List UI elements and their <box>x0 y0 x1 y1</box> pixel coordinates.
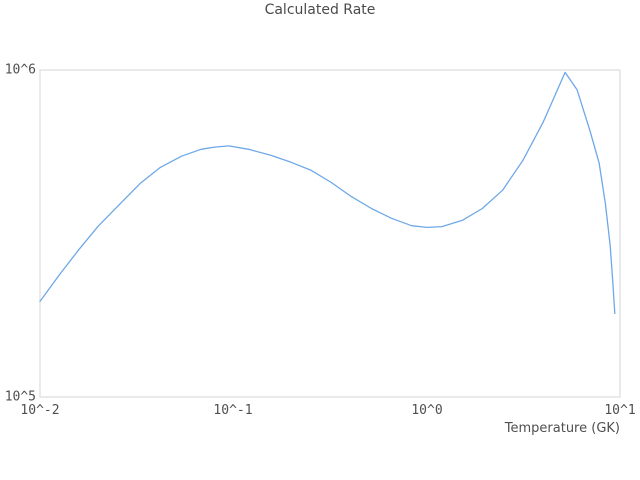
plot-border <box>39 69 621 398</box>
x-axis-tick-label: 10^1 <box>604 403 636 418</box>
x-axis-tick-label: 10^0 <box>411 403 443 418</box>
x-axis-tick-label: 10^-1 <box>213 403 253 418</box>
y-axis-tick-label: 10^6 <box>4 62 36 78</box>
x-axis-title: Temperature (GK) <box>504 421 620 436</box>
calculated-rate-curve <box>39 71 616 315</box>
y-axis-tick-label: 10^5 <box>4 389 36 405</box>
x-axis-tick-label: 10^-2 <box>20 403 60 418</box>
chart-title: Calculated Rate <box>264 2 376 18</box>
